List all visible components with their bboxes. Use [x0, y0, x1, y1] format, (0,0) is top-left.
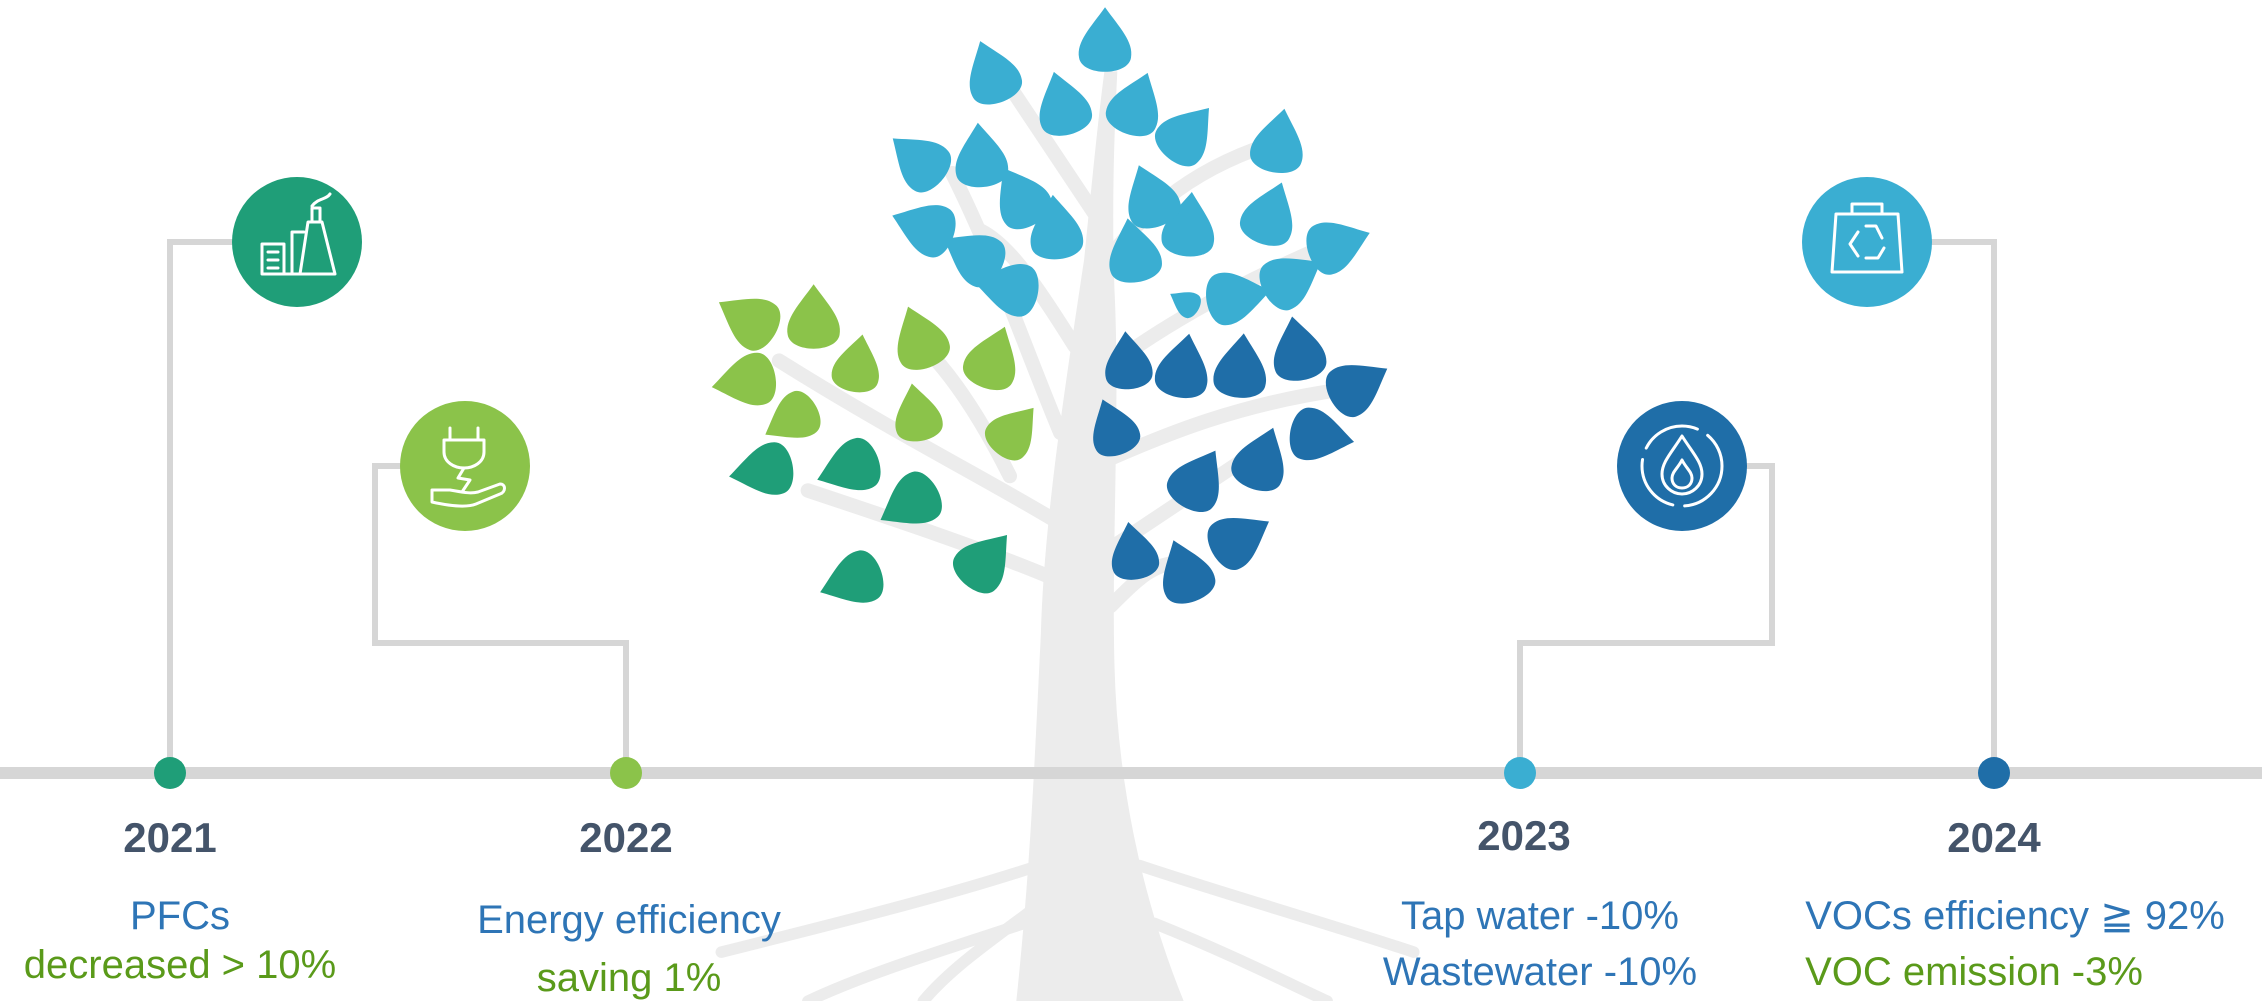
year: 2021	[123, 814, 216, 861]
connector	[167, 239, 240, 773]
connector	[1517, 463, 1775, 773]
milestone-text: Tap water -10%	[1401, 894, 1679, 938]
timeline-dot	[154, 757, 186, 789]
milestone-text: VOCs efficiency ≧ 92%	[1805, 894, 2225, 938]
timeline-dot	[1504, 757, 1536, 789]
milestone-text: decreased > 10%	[24, 943, 336, 987]
milestone: 2023 Tap water -10% Wastewater -10%	[1383, 812, 1697, 994]
year: 2022	[579, 814, 672, 861]
icon-factory	[232, 177, 362, 307]
milestone: 2024 VOCs efficiency ≧ 92% VOC emission …	[1805, 814, 2225, 994]
milestone-text: saving 1%	[537, 956, 722, 1000]
milestone: 2022 Energy efficiency saving 1%	[477, 814, 781, 1000]
milestone: 2021 PFCs decreased > 10%	[24, 814, 336, 987]
milestone-text: PFCs	[130, 894, 230, 938]
year: 2024	[1947, 814, 2041, 861]
connector	[372, 463, 629, 773]
icon-energy	[400, 401, 530, 531]
timeline-dot	[610, 757, 642, 789]
timeline-dot	[1978, 757, 2010, 789]
milestone-text: Wastewater -10%	[1383, 950, 1697, 994]
connector	[1920, 239, 1997, 773]
icon-bag	[1802, 177, 1932, 307]
milestone-text: Energy efficiency	[477, 898, 781, 942]
icon-water	[1617, 401, 1747, 531]
milestone-text: VOC emission -3%	[1805, 950, 2143, 994]
tree	[705, 7, 1420, 1001]
year: 2023	[1477, 812, 1570, 859]
